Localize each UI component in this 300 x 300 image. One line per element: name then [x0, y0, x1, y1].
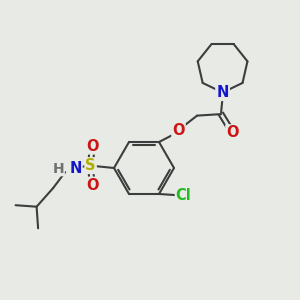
Text: S: S [85, 158, 96, 173]
Text: O: O [226, 125, 239, 140]
Text: N: N [216, 85, 229, 100]
Text: O: O [86, 139, 98, 154]
Text: N: N [70, 161, 82, 176]
Text: H: H [52, 162, 64, 176]
Text: Cl: Cl [176, 188, 191, 203]
Text: N: N [216, 85, 229, 100]
Text: O: O [86, 178, 98, 193]
Text: O: O [172, 123, 185, 138]
